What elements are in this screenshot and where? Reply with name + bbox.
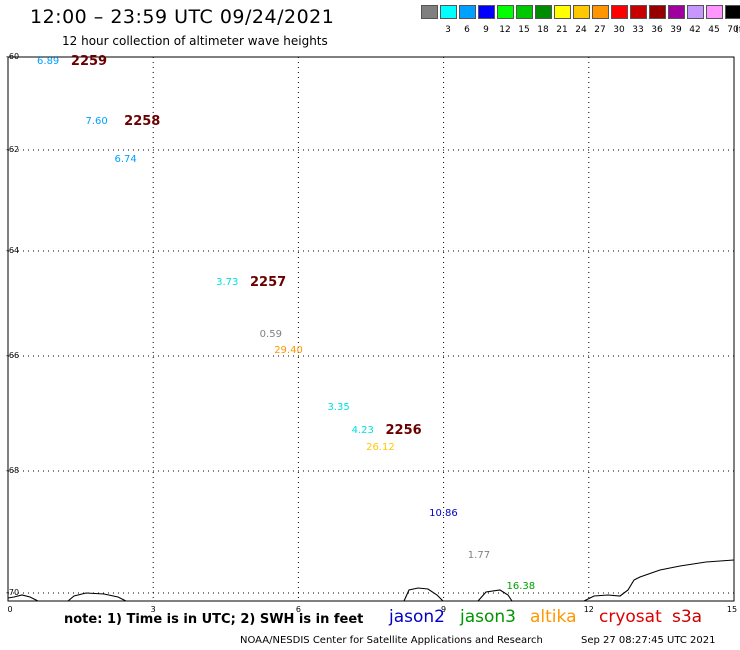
longitude-tick-label: 6 bbox=[295, 605, 301, 614]
scale-label: 15 bbox=[518, 25, 530, 35]
scale-label: 27 bbox=[594, 25, 606, 35]
scale-swatch bbox=[687, 5, 704, 19]
scale-label: 6 bbox=[464, 25, 470, 35]
footer-note: note: 1) Time is in UTC; 2) SWH is in fe… bbox=[64, 612, 364, 627]
scale-swatch bbox=[611, 5, 628, 19]
latitude-tick-label: -60 bbox=[6, 52, 20, 61]
scale-swatch bbox=[516, 5, 533, 19]
rev-number-label: 2257 bbox=[250, 274, 287, 290]
scale-swatch bbox=[478, 5, 495, 19]
scale-label: 24 bbox=[575, 25, 587, 35]
scale-swatch bbox=[706, 5, 723, 19]
scale-swatch bbox=[630, 5, 647, 19]
latitude-tick-label: -64 bbox=[6, 246, 20, 255]
satellite-legend-item: jason3 bbox=[460, 607, 516, 627]
satellite-legend-item: jason2 bbox=[389, 607, 445, 627]
scale-swatch bbox=[497, 5, 514, 19]
wave-height-label: 3.73 bbox=[216, 276, 239, 288]
latitude-tick-label: -70 bbox=[6, 588, 20, 597]
scale-swatch bbox=[554, 5, 571, 19]
rev-number-label: 2256 bbox=[385, 422, 422, 438]
wave-height-label: 10.86 bbox=[429, 507, 458, 519]
scale-unit: (ft) bbox=[735, 25, 740, 35]
satellite-legend-item: s3a bbox=[672, 607, 703, 627]
longitude-tick-label: 12 bbox=[583, 605, 594, 614]
map-title: 12:00 – 23:59 UTC 09/24/2021 bbox=[30, 6, 335, 28]
longitude-tick-label: 3 bbox=[150, 605, 156, 614]
wave-height-label: 16.38 bbox=[506, 580, 536, 592]
wave-height-label: 6.74 bbox=[114, 154, 137, 166]
scale-swatch bbox=[459, 5, 476, 19]
scale-label: 39 bbox=[670, 25, 682, 35]
longitude-tick-label: 9 bbox=[441, 605, 447, 614]
scale-label: 42 bbox=[689, 25, 701, 35]
scale-label: 18 bbox=[537, 25, 549, 35]
latitude-tick-label: -68 bbox=[6, 466, 20, 475]
satellite-legend-item: altika bbox=[530, 607, 577, 627]
wave-height-label: 7.60 bbox=[85, 116, 108, 128]
scale-swatch bbox=[668, 5, 685, 19]
rev-number-label: 2259 bbox=[70, 53, 108, 69]
plot-frame bbox=[7, 56, 735, 602]
scale-swatch bbox=[421, 5, 438, 19]
wave-height-label: 29.40 bbox=[274, 344, 303, 356]
scale-swatch bbox=[592, 5, 609, 19]
scale-label: 30 bbox=[613, 25, 625, 35]
scale-label: 12 bbox=[499, 25, 511, 35]
scale-label: 36 bbox=[651, 25, 663, 35]
scale-label: 45 bbox=[708, 25, 720, 35]
scale-label: 9 bbox=[483, 25, 489, 35]
wave-height-label: 6.89 bbox=[37, 55, 60, 67]
scale-swatch bbox=[535, 5, 552, 19]
scale-swatch bbox=[649, 5, 666, 19]
coastline bbox=[7, 559, 735, 602]
generated-timestamp: Sep 27 08:27:45 UTC 2021 bbox=[581, 635, 716, 646]
wave-height-label: 1.77 bbox=[467, 550, 491, 562]
wave-height-label: 4.23 bbox=[351, 424, 374, 436]
latitude-tick-label: -62 bbox=[6, 145, 20, 154]
wave-height-label: 0.59 bbox=[259, 329, 282, 340]
satellite-legend-item: cryosat bbox=[599, 607, 662, 627]
scale-swatch bbox=[725, 5, 740, 19]
scale-label: 3 bbox=[445, 25, 451, 35]
wave-height-label: 26.12 bbox=[366, 442, 395, 453]
scale-swatch bbox=[440, 5, 457, 19]
rev-number-label: 2258 bbox=[124, 114, 161, 130]
scale-label: 33 bbox=[632, 25, 644, 35]
latitude-tick-label: -66 bbox=[6, 351, 20, 360]
scale-swatch bbox=[573, 5, 590, 19]
longitude-tick-label: 0 bbox=[7, 605, 13, 614]
scale-label: 21 bbox=[556, 25, 568, 35]
longitude-tick-label: 15 bbox=[726, 605, 738, 614]
map-subtitle: 12 hour collection of altimeter wave hei… bbox=[62, 34, 328, 48]
credit-text: NOAA/NESDIS Center for Satellite Applica… bbox=[240, 635, 543, 646]
wave-height-label: 3.35 bbox=[327, 401, 350, 413]
scale-label: 70 bbox=[727, 25, 739, 35]
